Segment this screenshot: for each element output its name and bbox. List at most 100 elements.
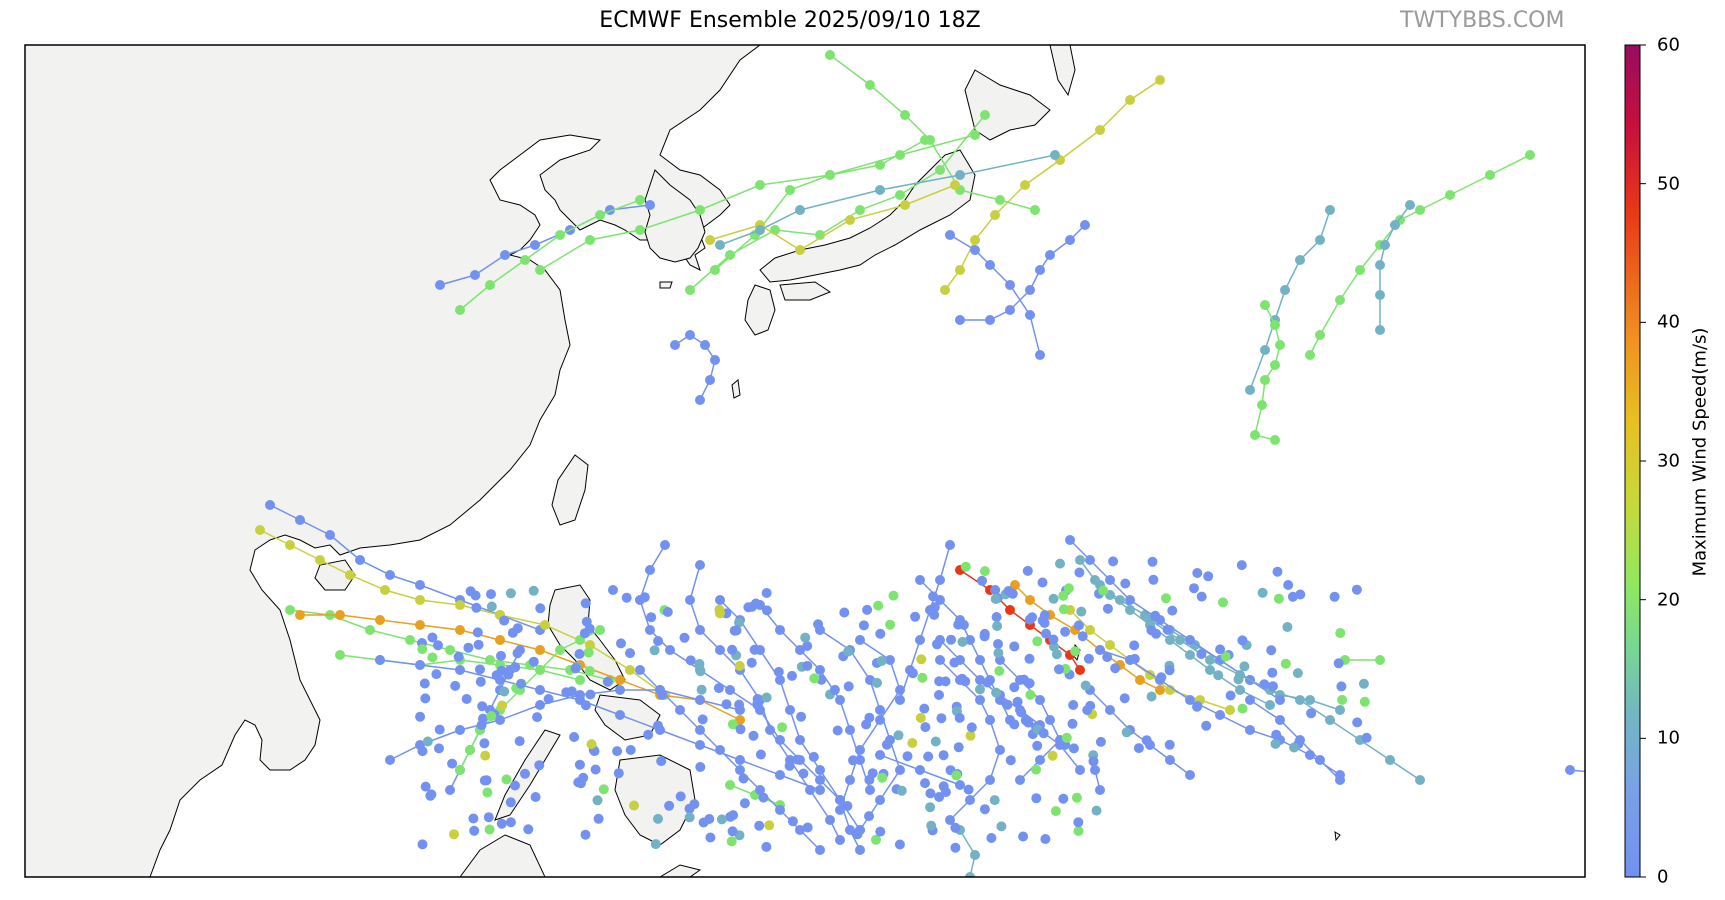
storm-track-point: [495, 635, 505, 645]
storm-track-point: [385, 570, 395, 580]
storm-track-point: [569, 732, 580, 742]
storm-track-point: [665, 645, 675, 655]
storm-track-point: [920, 778, 930, 789]
storm-track-point: [574, 759, 585, 770]
storm-track-point: [355, 555, 365, 565]
storm-track-point: [415, 595, 425, 605]
chart-title: ECMWF Ensemble 2025/09/10 18Z: [599, 8, 981, 33]
storm-track-point: [1091, 805, 1102, 816]
storm-track-point: [427, 632, 438, 643]
storm-track-point: [1375, 260, 1385, 270]
storm-track-point: [1048, 634, 1059, 645]
storm-track-point: [929, 609, 940, 620]
storm-track-point: [734, 617, 744, 628]
storm-track-point: [953, 619, 964, 630]
storm-track-point: [832, 725, 843, 736]
storm-track-point: [993, 648, 1004, 658]
storm-track-point: [705, 235, 715, 245]
storm-track-point: [845, 215, 855, 225]
storm-track-point: [873, 600, 884, 611]
storm-track-point: [1031, 793, 1042, 804]
storm-track-point: [761, 841, 772, 852]
storm-track-point: [1061, 732, 1072, 743]
colorbar-tick-label: 10: [1657, 727, 1680, 749]
storm-track-point: [1054, 664, 1064, 675]
storm-track-point: [795, 735, 805, 745]
storm-track-point: [435, 280, 445, 290]
storm-track-point: [843, 646, 854, 657]
storm-track-point: [657, 690, 668, 700]
storm-track-point: [685, 285, 695, 295]
storm-track-point: [802, 641, 813, 651]
storm-track-point: [1390, 220, 1400, 230]
storm-track-point: [580, 829, 591, 840]
storm-track-point: [1358, 678, 1369, 689]
storm-track-point: [635, 665, 645, 675]
storm-track-point: [496, 818, 507, 829]
storm-track-point: [1048, 593, 1059, 604]
storm-track-point: [761, 692, 772, 703]
storm-track-point: [1283, 580, 1294, 590]
storm-track-point: [1073, 826, 1084, 836]
colorbar-tick-label: 30: [1657, 450, 1680, 472]
storm-track-point: [798, 768, 809, 779]
storm-track-point: [795, 245, 805, 255]
storm-track-point: [775, 770, 785, 780]
storm-track-point: [1080, 680, 1091, 691]
storm-track-point: [1352, 717, 1363, 728]
storm-track-point: [1090, 765, 1100, 775]
colorbar-label: Maximum Wind Speed(m/s): [1689, 327, 1711, 577]
storm-track-point: [1009, 719, 1020, 730]
storm-track-point: [485, 655, 495, 665]
storm-track-point: [1165, 635, 1175, 645]
storm-track-point: [815, 845, 825, 855]
storm-track-point: [1337, 694, 1348, 705]
storm-track-point: [695, 395, 705, 405]
storm-track-point: [679, 632, 690, 643]
storm-track-point: [950, 842, 961, 853]
storm-track-point: [1025, 285, 1035, 295]
storm-track-point: [996, 821, 1007, 832]
storm-track-point: [725, 780, 735, 790]
storm-track-point: [1305, 695, 1315, 705]
storm-track-point: [593, 813, 604, 824]
colorbar: [1624, 44, 1641, 878]
storm-track-point: [1192, 568, 1203, 578]
storm-track-point: [664, 800, 675, 811]
storm-track-point: [425, 790, 436, 801]
storm-track-point: [1289, 742, 1300, 753]
storm-track-point: [510, 662, 521, 673]
storm-track-point: [1167, 605, 1178, 616]
storm-track-point: [615, 710, 625, 720]
storm-track-point: [1220, 651, 1231, 662]
storm-track-point: [570, 663, 581, 674]
storm-track-point: [695, 560, 705, 570]
storm-track-point: [970, 130, 980, 140]
storm-track-point: [940, 787, 951, 798]
storm-track-point: [1058, 604, 1069, 615]
storm-track-line: [259, 529, 666, 696]
storm-track-point: [255, 525, 265, 535]
storm-track-point: [1280, 285, 1290, 295]
storm-track-point: [923, 751, 934, 762]
storm-track-point: [907, 668, 918, 679]
storm-track-point: [1012, 696, 1023, 707]
storm-track-point: [1024, 653, 1035, 664]
storm-track-point: [1335, 775, 1345, 785]
storm-track-point: [710, 355, 720, 365]
storm-track-point: [1415, 775, 1425, 785]
storm-track-point: [1385, 755, 1395, 765]
storm-track-point: [785, 705, 795, 715]
storm-track-point: [815, 765, 825, 775]
storm-track-point: [917, 672, 928, 683]
storm-track-point: [445, 785, 455, 795]
storm-track-point: [505, 817, 516, 828]
storm-track-point: [1239, 661, 1250, 672]
storm-track-point: [1280, 658, 1291, 669]
storm-track-point: [875, 705, 885, 715]
mindanao: [614, 754, 696, 846]
storm-track-point: [1085, 555, 1095, 565]
storm-track-point: [815, 775, 825, 785]
storm-track-point: [735, 765, 745, 775]
storm-track-point: [965, 795, 975, 805]
